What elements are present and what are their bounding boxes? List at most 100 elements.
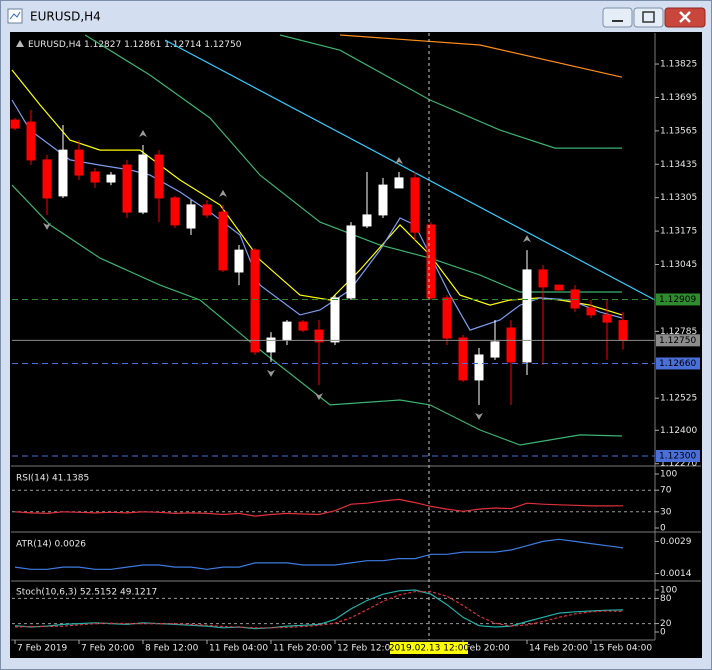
candle-body [602, 314, 612, 323]
x-tick-label: 11 Feb 20:00 [273, 644, 332, 654]
chart-header: EURUSD,H4 1.12827 1.12861 1.12714 1.1275… [28, 40, 242, 50]
candle-body [586, 307, 596, 316]
indicator-line [11, 184, 623, 446]
indicator-title: Stoch(10,6,3) 52.5152 49.1217 [16, 588, 157, 598]
y-tick-label: 1.13305 [660, 193, 697, 203]
x-tick-label: 12 Feb 12:00 [337, 644, 396, 654]
x-tick-label: 15 Feb 04:00 [593, 644, 652, 654]
price-level-box [656, 357, 700, 370]
candle-body [570, 289, 580, 309]
candle-body [330, 297, 340, 343]
candle-body [282, 321, 292, 341]
fractal-down [315, 393, 323, 401]
minimize-button[interactable] [602, 7, 633, 28]
price-level-label: 1.12660 [659, 359, 696, 369]
price-level-label: 1.12750 [659, 336, 696, 346]
y-tick-label: 1.13045 [660, 260, 697, 270]
maximize-button[interactable] [633, 7, 664, 28]
y-tick-label: 20 [660, 619, 672, 629]
x-tick-label: 14 Feb 20:00 [529, 644, 588, 654]
price-level-box [656, 334, 700, 347]
candle-body [618, 320, 628, 341]
fractal-down [43, 222, 51, 230]
y-tick-label: 1.12525 [660, 394, 697, 404]
indicator-title: RSI(14) 41.1385 [16, 474, 89, 484]
candle-body [122, 164, 132, 213]
candle-body [202, 204, 212, 216]
y-tick-label: 100 [660, 470, 677, 480]
candle-body [138, 154, 148, 213]
fractal-up [139, 130, 147, 138]
y-tick-label: 1.13695 [660, 93, 697, 103]
candle-body [298, 321, 308, 331]
candle-body [346, 225, 356, 299]
x-tick-label: 11 Feb 04:00 [209, 644, 268, 654]
price-level-box [656, 293, 700, 306]
indicator-line [14, 591, 624, 629]
chart-area [10, 32, 702, 658]
indicator-line [11, 69, 623, 316]
y-tick-label: 1.12400 [660, 426, 697, 436]
ohlc-text: 1.12827 1.12861 1.12714 1.12750 [84, 40, 242, 50]
fractal-up [523, 235, 531, 243]
candle-body [362, 214, 372, 227]
y-tick-label: 0 [660, 524, 666, 534]
candle-body [490, 341, 500, 358]
crosshair-box [390, 642, 468, 654]
candle-body [554, 284, 564, 291]
candle-body [266, 337, 276, 353]
indicator-line [279, 34, 622, 149]
candle-body [314, 329, 324, 343]
candle-body [394, 177, 404, 189]
x-tick-label: 7 Feb 2019 [17, 644, 68, 654]
candle-body [26, 121, 36, 161]
window-icon-glyph [9, 11, 21, 20]
maximize-glyph [642, 11, 655, 23]
candle-body [74, 149, 84, 176]
price-level-label: 1.12300 [659, 452, 696, 462]
candle-body [186, 204, 196, 229]
fractal-down [267, 369, 275, 377]
fractal-up [219, 189, 227, 197]
y-tick-label: 1.13175 [660, 227, 697, 237]
candle-body [442, 297, 452, 339]
y-tick-label: 80 [660, 594, 672, 604]
x-tick-label: 8 Feb 12:00 [145, 644, 199, 654]
candle-body [154, 154, 164, 199]
candle-body [506, 327, 516, 363]
fractal-down [475, 412, 483, 420]
y-tick-label: 1.13825 [660, 60, 697, 70]
candle-body [90, 171, 100, 183]
symbol: EURUSD,H4 [28, 40, 81, 50]
candle-body [378, 184, 388, 216]
x-tick-label: Feb 20:00 [465, 644, 510, 654]
y-tick-label: 1.12270 [660, 459, 697, 469]
close-glyph [679, 11, 691, 23]
candle-body [458, 337, 468, 381]
y-tick-label: 100 [660, 586, 677, 596]
y-tick-label: 0 [660, 628, 666, 638]
indicator-line [14, 538, 624, 570]
symbol-marker [16, 40, 24, 47]
window-title: EURUSD,H4 [30, 10, 101, 24]
candle-body [170, 197, 180, 226]
crosshair-label: 2019.02.13 12:00 [389, 644, 470, 654]
indicator-line [84, 34, 622, 293]
candle-body [474, 354, 484, 381]
y-tick-label: 1.13565 [660, 126, 697, 136]
candle-body [410, 177, 420, 233]
indicator-title: ATR(14) 0.0026 [16, 540, 86, 550]
candle-body [58, 149, 68, 197]
indicator-line [339, 34, 623, 78]
y-tick-label: 1.13435 [660, 160, 697, 170]
candle-body [250, 249, 260, 353]
candle-body [106, 174, 116, 183]
indicator-line [14, 498, 624, 517]
y-tick-label: 0.0029 [660, 537, 692, 547]
y-tick-label: 30 [660, 507, 672, 517]
y-tick-label: 0.0014 [660, 569, 692, 579]
indicator-line [164, 39, 656, 301]
candle-body [522, 269, 532, 363]
candle-body [426, 224, 436, 299]
y-tick-label: 1.12785 [660, 327, 697, 337]
